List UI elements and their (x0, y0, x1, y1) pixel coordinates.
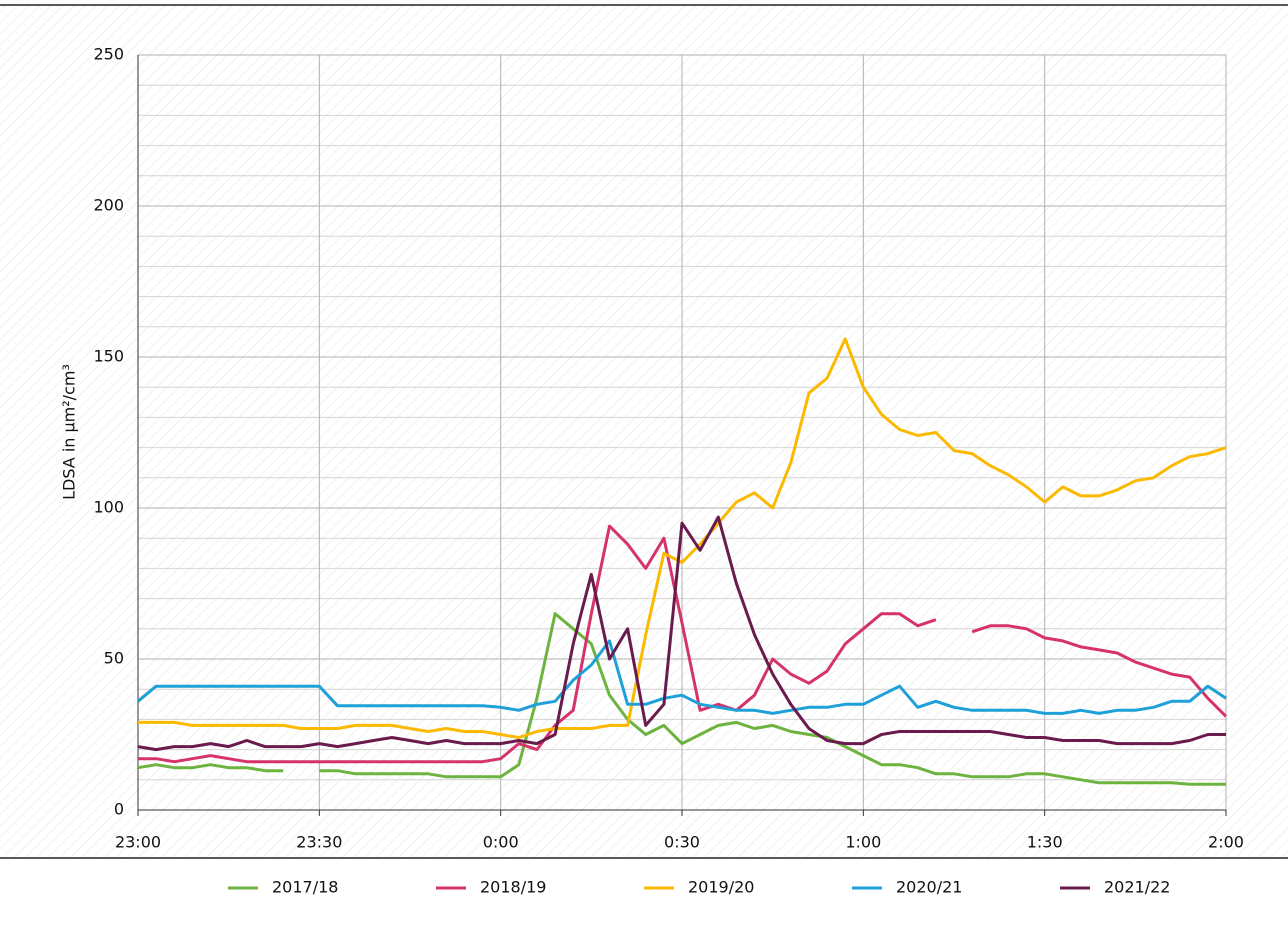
y-axis-title: LDSA in µm²/cm³ (60, 364, 79, 500)
y-tick-label: 150 (93, 347, 124, 366)
y-tick-label: 100 (93, 498, 124, 517)
y-tick-label: 50 (104, 649, 124, 668)
y-tick-label: 0 (114, 800, 124, 819)
background (0, 5, 1288, 858)
legend-label: 2017/18 (272, 878, 338, 897)
legend-label: 2021/22 (1104, 878, 1170, 897)
x-tick-label: 23:30 (296, 833, 342, 852)
series-line (138, 524, 1228, 764)
x-tick-label: 0:00 (483, 833, 519, 852)
y-tick-label: 250 (93, 45, 124, 64)
legend-label: 2019/20 (688, 878, 754, 897)
x-tick-label: 0:30 (664, 833, 700, 852)
x-tick-label: 1:00 (845, 833, 881, 852)
series-line (137, 639, 1227, 715)
legend-label: 2018/19 (480, 878, 546, 897)
x-tick-label: 23:00 (115, 833, 161, 852)
series-line (138, 337, 1227, 739)
y-tick-label: 200 (93, 196, 124, 215)
x-tick-label: 2:00 (1208, 833, 1244, 852)
series-line (137, 612, 1226, 786)
x-tick-label: 1:30 (1027, 833, 1063, 852)
series-line (137, 515, 1226, 752)
legend-label: 2020/21 (896, 878, 962, 897)
